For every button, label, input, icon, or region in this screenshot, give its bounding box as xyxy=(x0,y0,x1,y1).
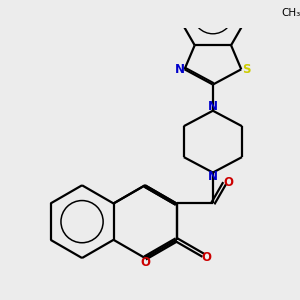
Text: N: N xyxy=(175,63,185,76)
Text: O: O xyxy=(224,176,233,188)
Text: CH₃: CH₃ xyxy=(282,8,300,18)
Text: S: S xyxy=(242,63,250,76)
Text: O: O xyxy=(202,251,212,264)
Text: N: N xyxy=(208,170,218,183)
Text: N: N xyxy=(208,100,218,113)
Text: O: O xyxy=(140,256,150,269)
